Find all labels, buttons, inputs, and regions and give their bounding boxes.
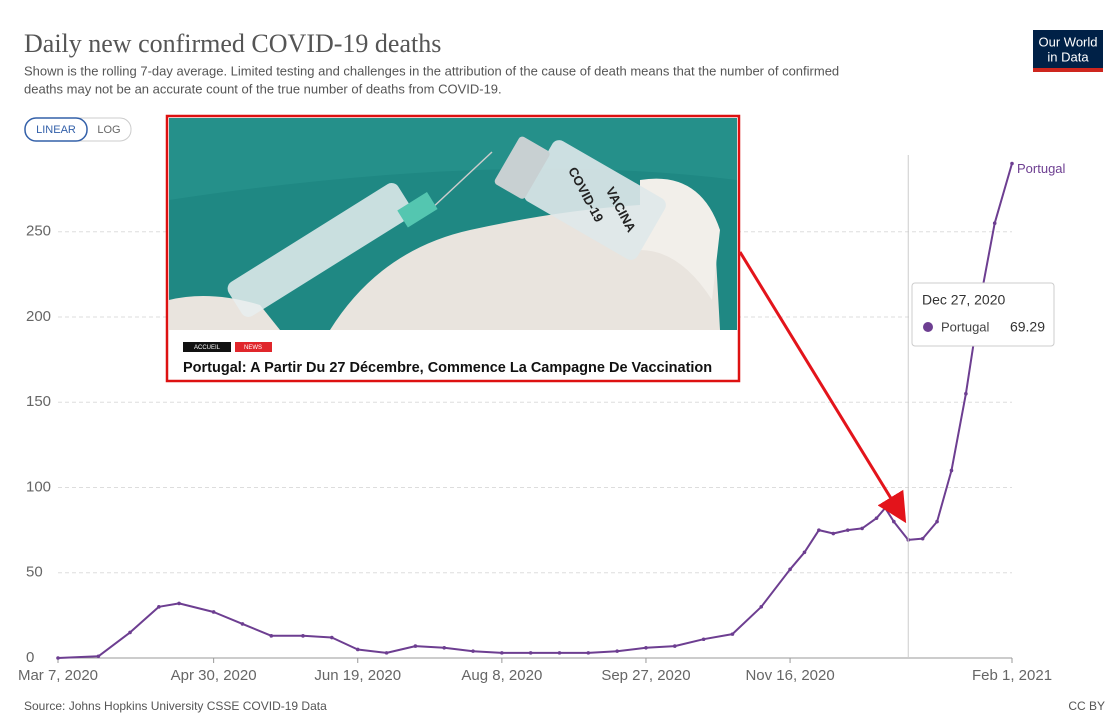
data-point: [788, 567, 792, 572]
data-point: [500, 651, 504, 655]
data-point: [730, 632, 735, 636]
tooltip-box: [911, 282, 1055, 347]
data-point: [845, 528, 850, 532]
data-point: [817, 528, 821, 532]
headline: Portugal: A Partir Du 27 Décembre, Comme…: [183, 360, 712, 376]
series-line: [57, 163, 1013, 659]
x-tick-label: Jun 19, 2020: [314, 667, 401, 684]
y-tick-label: 50: [26, 564, 43, 581]
data-point: [413, 644, 418, 648]
tooltip-series: Portugal: [941, 319, 990, 334]
data-point: [672, 644, 677, 648]
data-point: [301, 634, 305, 638]
data-point: [935, 519, 939, 524]
subtitle: deaths may not be an accurate count of t…: [24, 81, 502, 96]
tooltip-date: Dec 27, 2020: [922, 292, 1005, 308]
data-point: [874, 516, 879, 520]
logo-text: Our World: [1039, 34, 1098, 49]
data-point: [384, 651, 389, 655]
series-label: Portugal: [1017, 161, 1066, 176]
source: Source: Johns Hopkins University CSSE CO…: [24, 699, 327, 713]
data-point: [615, 649, 619, 653]
x-tick-label: Apr 30, 2020: [171, 667, 257, 684]
x-tick-label: Feb 1, 2021: [972, 667, 1052, 684]
y-tick-label: 250: [26, 223, 51, 240]
data-point: [157, 605, 161, 609]
vial-cap: [494, 136, 550, 199]
chart-title: Daily new confirmed COVID-19 deaths: [24, 29, 441, 58]
linear-button[interactable]: [24, 117, 88, 142]
y-tick-label: 100: [26, 478, 51, 495]
data-point: [802, 550, 807, 555]
data-point: [177, 601, 181, 606]
data-point: [883, 506, 887, 510]
data-point: [701, 637, 706, 642]
vial: [524, 140, 666, 260]
log-label[interactable]: LOG: [97, 124, 120, 136]
data-point: [471, 649, 475, 653]
x-tick-label: Sep 27, 2020: [601, 667, 690, 684]
x-tick-label: Aug 8, 2020: [461, 667, 542, 684]
data-point: [269, 634, 274, 638]
data-point: [355, 647, 360, 652]
data-point: [56, 656, 60, 660]
logo-bar: [1033, 68, 1103, 72]
data-point: [759, 605, 764, 609]
data-point: [920, 536, 925, 541]
data-point: [96, 654, 101, 659]
x-tick-label: Nov 16, 2020: [745, 667, 834, 684]
tooltip-value: 69.29: [1010, 319, 1045, 335]
arrow: [738, 251, 907, 524]
data-point: [128, 630, 132, 635]
data-point: [964, 391, 968, 396]
data-point: [1010, 161, 1014, 166]
syringe-hub: [397, 191, 438, 228]
tag: [235, 342, 272, 352]
y-tick-label: 200: [26, 308, 51, 325]
tag: [183, 342, 231, 352]
data-point: [892, 519, 896, 524]
data-point: [949, 468, 954, 473]
data-point: [528, 651, 533, 655]
x-tick-label: Mar 7, 2020: [18, 667, 98, 684]
data-point: [586, 651, 591, 655]
logo-box: [1033, 30, 1103, 72]
plot: 0 50 100 150 200 250 Mar 7, 2020 Apr 30, 2020 Ju…: [18, 155, 1066, 684]
data-point: [330, 635, 334, 640]
tag-label: NEWS: [244, 345, 262, 351]
y-tick-label: 150: [26, 393, 51, 410]
data-point: [831, 531, 836, 536]
data-point: [240, 622, 245, 626]
tag-label: ACCUEIL: [194, 345, 221, 351]
photo-shade: [169, 118, 737, 200]
needle: [429, 151, 493, 211]
y-tick-label: 0: [26, 649, 34, 666]
tooltip-dot: [923, 322, 933, 332]
syringe-barrel: [227, 183, 413, 317]
data-point: [442, 645, 447, 650]
subtitle: Shown is the rolling 7-day average. Limi…: [24, 63, 839, 78]
data-point: [644, 645, 648, 650]
license[interactable]: CC BY: [1068, 699, 1105, 713]
news-inset: COVID-19 VACINA ACCUEIL NEWS Portugal: A…: [165, 114, 741, 383]
logo-text: in Data: [1047, 49, 1089, 64]
data-point: [211, 610, 216, 614]
data-point: [557, 651, 562, 655]
linear-label[interactable]: LINEAR: [36, 124, 76, 136]
data-point: [860, 526, 864, 531]
data-point: [992, 221, 997, 226]
